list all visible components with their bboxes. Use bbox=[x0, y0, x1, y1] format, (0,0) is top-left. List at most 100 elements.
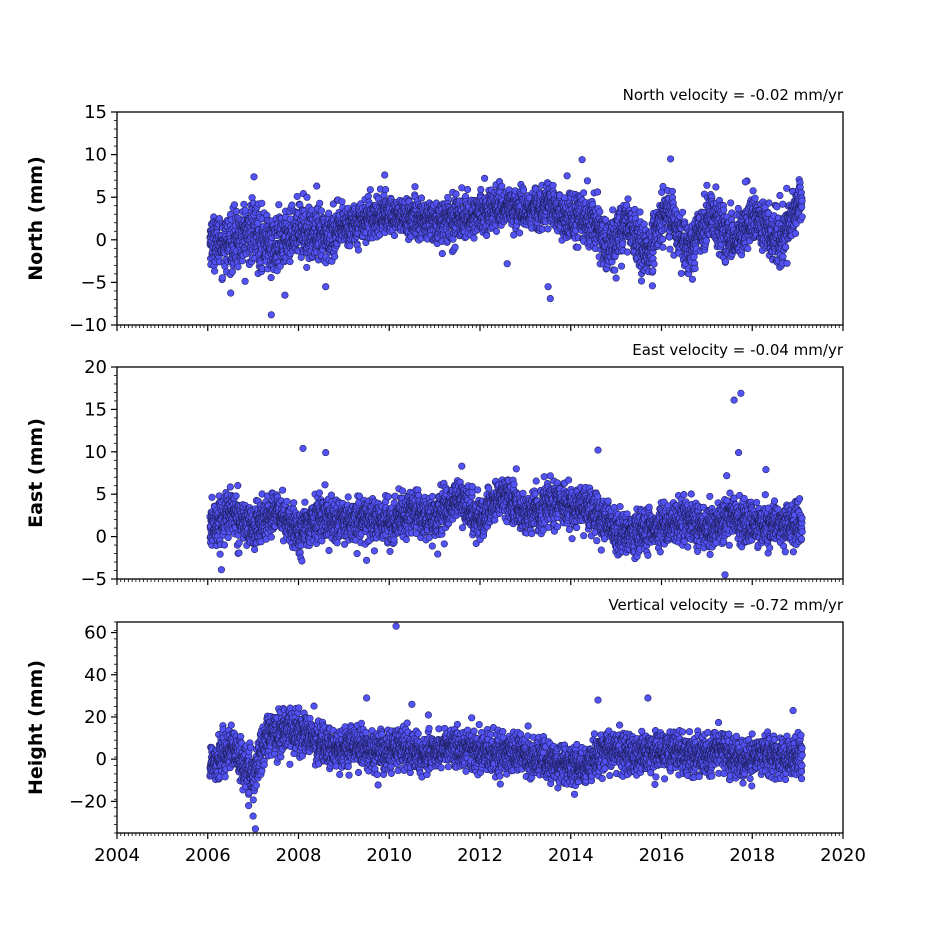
data-point bbox=[338, 198, 346, 206]
data-point bbox=[658, 188, 666, 196]
outlier-point bbox=[612, 274, 620, 282]
data-point bbox=[516, 229, 524, 237]
outlier-point bbox=[741, 178, 749, 186]
data-point bbox=[783, 259, 791, 267]
data-point bbox=[611, 266, 619, 274]
data-point bbox=[640, 220, 648, 228]
data-point bbox=[544, 225, 552, 233]
data-point bbox=[230, 201, 238, 209]
data-point bbox=[232, 492, 240, 500]
data-point bbox=[782, 243, 790, 251]
data-point bbox=[623, 248, 631, 256]
data-point bbox=[483, 231, 491, 240]
data-point bbox=[227, 289, 235, 297]
data-point bbox=[583, 177, 591, 185]
y-tick-label: 0 bbox=[96, 230, 107, 251]
data-point bbox=[234, 482, 242, 490]
data-point bbox=[594, 188, 602, 196]
data-point bbox=[464, 185, 472, 194]
data-point bbox=[390, 231, 399, 240]
y-tick-label: 15 bbox=[84, 102, 107, 123]
outlier-point bbox=[250, 173, 258, 181]
data-point bbox=[609, 206, 617, 214]
data-point bbox=[734, 204, 742, 213]
data-point bbox=[354, 246, 362, 254]
data-point bbox=[659, 243, 667, 251]
outlier-point bbox=[667, 155, 675, 163]
data-point bbox=[317, 207, 325, 215]
y-tick-label: 10 bbox=[84, 145, 107, 166]
data-point bbox=[702, 237, 710, 245]
data-point bbox=[798, 203, 806, 211]
data-point bbox=[279, 486, 287, 494]
data-point bbox=[451, 243, 459, 251]
data-point bbox=[331, 252, 339, 261]
data-point bbox=[636, 208, 644, 216]
data-point bbox=[510, 231, 518, 239]
data-point bbox=[779, 253, 787, 261]
data-point bbox=[218, 274, 226, 282]
data-point bbox=[798, 213, 806, 221]
data-point bbox=[211, 267, 219, 275]
data-point bbox=[637, 277, 646, 285]
north-scatter-points bbox=[206, 172, 806, 297]
data-point bbox=[520, 186, 528, 194]
data-point bbox=[665, 233, 673, 241]
data-point bbox=[783, 184, 791, 192]
data-point bbox=[619, 240, 627, 248]
outlier-point bbox=[381, 171, 389, 179]
data-point bbox=[452, 190, 460, 198]
outlier-point bbox=[544, 283, 552, 291]
y-tick-label: −5 bbox=[80, 272, 107, 293]
data-point bbox=[303, 263, 311, 271]
data-point bbox=[617, 262, 626, 270]
data-point bbox=[283, 497, 291, 505]
data-point bbox=[691, 264, 699, 273]
data-point bbox=[275, 201, 283, 209]
outlier-point bbox=[578, 156, 586, 164]
data-point bbox=[235, 549, 243, 557]
data-point bbox=[765, 199, 773, 207]
data-point bbox=[251, 545, 259, 554]
data-point bbox=[417, 194, 426, 202]
data-point bbox=[596, 208, 604, 216]
data-point bbox=[688, 275, 696, 283]
data-point bbox=[346, 242, 354, 250]
data-point bbox=[659, 235, 667, 243]
data-point bbox=[666, 245, 674, 253]
data-point bbox=[316, 199, 324, 207]
data-point bbox=[624, 195, 632, 203]
y-tick-label: 5 bbox=[96, 187, 107, 208]
data-point bbox=[668, 187, 676, 195]
outlier-point bbox=[322, 283, 330, 291]
data-point bbox=[267, 533, 275, 541]
outlier-point bbox=[267, 311, 275, 319]
north-y-axis-label: North (mm) bbox=[25, 156, 47, 281]
outlier-point bbox=[703, 181, 711, 189]
y-tick-label: −10 bbox=[69, 315, 107, 336]
data-point bbox=[749, 187, 757, 195]
data-point bbox=[208, 493, 216, 501]
data-point bbox=[241, 206, 249, 214]
data-point bbox=[776, 191, 784, 200]
data-point bbox=[470, 234, 478, 242]
data-point bbox=[798, 197, 806, 205]
data-point bbox=[228, 268, 236, 276]
data-point bbox=[444, 193, 452, 201]
data-point bbox=[679, 208, 687, 216]
outlier-point bbox=[648, 282, 656, 290]
data-point bbox=[481, 174, 489, 182]
data-point bbox=[267, 274, 275, 282]
data-point bbox=[258, 199, 266, 207]
data-point bbox=[492, 227, 501, 235]
data-point bbox=[366, 186, 374, 194]
data-point bbox=[574, 243, 582, 251]
data-point bbox=[288, 201, 296, 209]
data-point bbox=[649, 267, 657, 275]
data-point bbox=[580, 189, 588, 197]
data-point bbox=[303, 193, 311, 201]
data-point bbox=[751, 194, 759, 202]
